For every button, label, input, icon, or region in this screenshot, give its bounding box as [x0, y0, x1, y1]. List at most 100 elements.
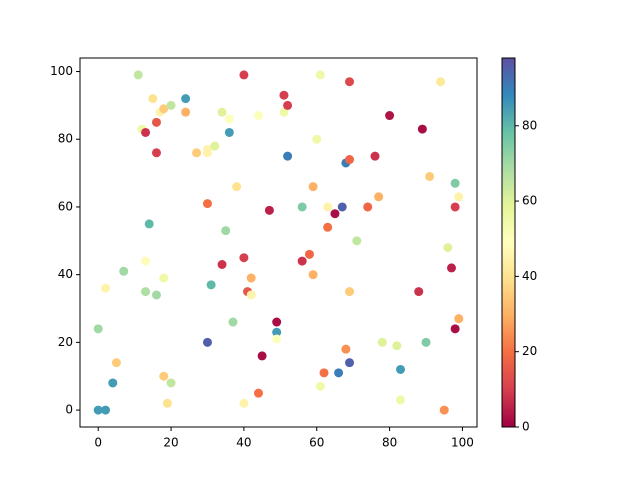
scatter-point [202, 199, 212, 209]
scatter-point [217, 260, 227, 270]
scatter-point [323, 202, 333, 212]
scatter-point [217, 107, 227, 117]
x-tick-label: 0 [94, 436, 102, 450]
scatter-point [450, 324, 460, 334]
scatter-point [377, 337, 387, 347]
colorbar-tick-label: 0 [522, 420, 530, 434]
scatter-point [345, 77, 355, 87]
scatter-point [450, 178, 460, 188]
scatter-point [439, 405, 449, 415]
scatter-point [202, 337, 212, 347]
scatter-point [352, 236, 362, 246]
x-tick-label: 100 [451, 436, 474, 450]
x-tick-label: 20 [163, 436, 178, 450]
colorbar-tick-label: 20 [522, 344, 537, 358]
scatter-point [239, 70, 249, 80]
scatter-point [308, 182, 318, 192]
scatter-point [228, 317, 238, 327]
scatter-point [100, 405, 110, 415]
colorbar [501, 57, 516, 428]
scatter-point [224, 114, 234, 124]
x-tick-label: 80 [382, 436, 397, 450]
scatter-point [315, 70, 325, 80]
x-tick-label: 40 [236, 436, 251, 450]
y-tick-label: 100 [50, 64, 73, 78]
scatter-point [253, 388, 263, 398]
scatter-point [202, 148, 212, 158]
scatter-point [151, 148, 161, 158]
scatter-point [141, 256, 151, 266]
scatter-point [192, 148, 202, 158]
scatter-point [374, 192, 384, 202]
scatter-point [253, 111, 263, 121]
scatter-point [297, 202, 307, 212]
scatter-point [312, 134, 322, 144]
scatter-point [246, 273, 256, 283]
scatter-point [272, 317, 282, 327]
scatter-point [363, 202, 373, 212]
scatter-point [330, 209, 340, 219]
scatter-point [443, 243, 453, 253]
scatter-point [454, 314, 464, 324]
scatter-point [319, 368, 329, 378]
scatter-point [425, 171, 435, 181]
scatter-point [210, 141, 220, 151]
scatter-point [239, 398, 249, 408]
y-tick-label: 80 [58, 132, 73, 146]
scatter-point [345, 358, 355, 368]
scatter-point [111, 358, 121, 368]
scatter-point [370, 151, 380, 161]
scatter-point [100, 283, 110, 293]
scatter-point [308, 270, 318, 280]
scatter-point [454, 192, 464, 202]
scatter-point [141, 127, 151, 137]
scatter-point [239, 253, 249, 263]
scatter-point [181, 94, 191, 104]
scatter-point [396, 395, 406, 405]
scatter-point [341, 344, 351, 354]
colorbar-tick-label: 80 [522, 118, 537, 132]
scatter-point [93, 405, 103, 415]
scatter-point [337, 202, 347, 212]
scatter-point [272, 334, 282, 344]
colorbar-tick-label: 40 [522, 269, 537, 283]
scatter-point [264, 205, 274, 215]
y-tick-label: 60 [58, 199, 73, 213]
y-tick-label: 40 [58, 267, 73, 281]
scatter-point [396, 364, 406, 374]
scatter-point [421, 337, 431, 347]
scatter-point [133, 70, 143, 80]
y-tick-label: 0 [65, 403, 73, 417]
scatter-point [166, 100, 176, 110]
scatter-point [141, 287, 151, 297]
scatter-point [450, 202, 460, 212]
scatter-point [119, 266, 129, 276]
scatter-point [304, 249, 314, 259]
scatter-point [279, 107, 289, 117]
scatter-point [272, 327, 282, 337]
scatter-point [345, 287, 355, 297]
scatter-point [414, 287, 424, 297]
scatter-point [283, 100, 293, 110]
scatter-point [159, 371, 169, 381]
scatter-point [232, 182, 242, 192]
scatter-point [257, 351, 267, 361]
scatter-point [297, 256, 307, 266]
plot-frame [79, 57, 478, 428]
scatter-point [166, 378, 176, 388]
scatter-point [151, 117, 161, 127]
scatter-point [206, 280, 216, 290]
scatter-point [108, 378, 118, 388]
scatter-point [436, 77, 446, 87]
scatter-point [93, 324, 103, 334]
scatter-point [221, 226, 231, 236]
colorbar-tick-label: 60 [522, 194, 537, 208]
scatter-point [159, 273, 169, 283]
y-tick-label: 20 [58, 335, 73, 349]
scatter-point [345, 155, 355, 165]
scatter-point [315, 381, 325, 391]
scatter-point [162, 398, 172, 408]
scatter-point [151, 290, 161, 300]
scatter-point [447, 263, 457, 273]
